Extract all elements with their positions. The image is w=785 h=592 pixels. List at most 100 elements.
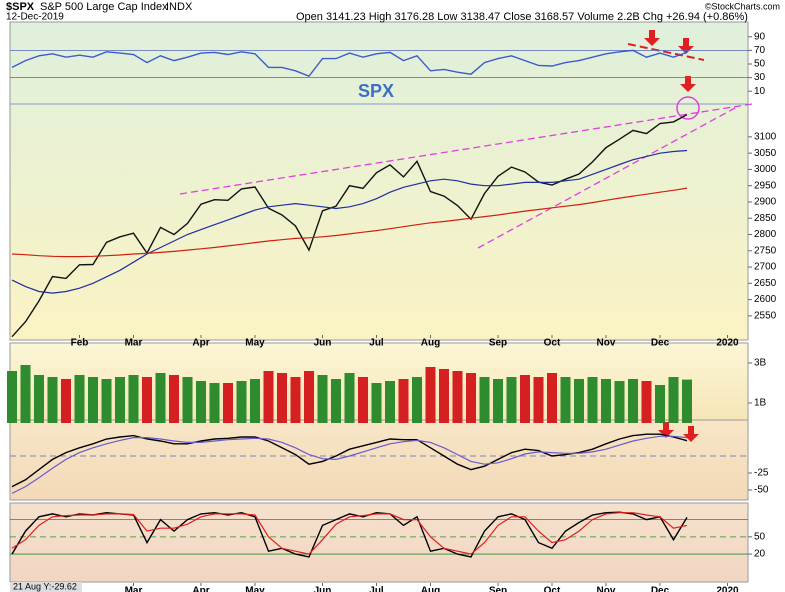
volume-bar [128,375,139,423]
volume-bar [560,377,571,423]
x-tick-label: May [245,338,265,349]
y-tick-label: 3050 [754,148,777,159]
trendline [179,103,753,195]
volume-bar [182,377,193,423]
y-tick-label: 70 [754,45,766,56]
highlight-circle [676,96,700,120]
y-tick-label: 1B [754,398,767,409]
volume-bar [34,375,44,423]
volume-bar [209,383,220,423]
volume-bar [601,379,611,423]
volume-bar [479,377,490,423]
x-tick-label: Dec [651,338,670,349]
volume-bar [533,377,544,423]
volume-bar [425,367,436,423]
y-tick-label: 2700 [754,262,777,273]
x-tick-label: Nov [597,586,616,592]
x-tick-label: Sep [489,338,507,349]
y-tick-label: 2950 [754,180,777,191]
x-tick-label: Sep [489,586,507,592]
y-tick-label: 30 [754,72,766,83]
volume-bar [439,369,449,423]
y-tick-label: 2800 [754,229,777,240]
volume-bar [101,379,112,423]
y-tick-label: 2750 [754,245,777,256]
x-tick-label: Apr [192,338,209,349]
series-line [11,187,688,258]
volume-bar [169,375,179,423]
volume-bar [358,377,368,423]
x-tick-label: Feb [71,338,89,349]
x-tick-label: 2020 [716,586,739,592]
name: S&P 500 Large Cap Index [40,1,168,13]
volume-bar [142,377,152,423]
y-tick-label: 20 [754,549,766,560]
y-tick-label: 50 [754,59,766,70]
volume-bar [452,371,463,423]
x-tick-label: Jul [369,338,384,349]
y-tick-label: 2850 [754,213,777,224]
volume-bar [466,373,476,423]
volume-bar [412,377,422,423]
exchange: INDX [166,1,193,13]
x-tick-label: Oct [544,586,561,592]
date: 12-Dec-2019 [6,12,64,23]
volume-bar [61,379,71,423]
volume-bar [304,371,314,423]
x-tick-label: May [245,586,265,592]
volume-bar [628,379,638,423]
y-tick-label: 3100 [754,132,777,143]
y-tick-label: 10 [754,86,766,97]
y-tick-label: 3B [754,358,767,369]
cursor-box [10,582,82,592]
y-tick-label: 50 [754,531,766,542]
x-tick-label: Jul [369,586,384,592]
symbol: $SPX [6,1,35,13]
y-tick-label: 2650 [754,278,777,289]
y-tick-label: 3000 [754,164,777,175]
stoch-panel [9,502,749,583]
y-tick-label: 2900 [754,197,777,208]
volume-bar [331,379,341,423]
series-line [11,149,688,294]
x-tick-label: Nov [597,338,616,349]
volume-bar [7,371,17,423]
volume-bar [317,375,328,423]
volume-bar [506,377,517,423]
annotations [179,30,753,442]
volume-bar [547,373,557,423]
volume-bar [236,381,247,423]
volume-bar [385,381,395,423]
series-line [11,113,688,338]
y-tick-label: -25 [754,468,769,479]
series-line [11,435,688,494]
x-tick-label: Mar [125,586,143,592]
series-line [11,49,688,78]
volume-bar [682,379,692,423]
quote: Open 3141.23 High 3176.28 Low 3138.47 Cl… [296,11,748,23]
volume-bar [574,379,584,423]
volume-bar [155,373,166,423]
volume-bar [196,381,206,423]
volume-bar [223,383,233,423]
y-tick-label: 2550 [754,311,777,322]
y-tick-label: -50 [754,485,769,496]
volume-bar [20,365,31,423]
volume-bar [614,381,625,423]
arrow [683,426,699,442]
macd-panel [9,419,749,501]
x-tick-label: Dec [651,586,670,592]
annotation: SPX [358,81,394,101]
volume-bar [344,373,355,423]
volume-bar [263,371,274,423]
volume-bar [47,377,58,423]
volume-bar [250,379,260,423]
volume-bar [290,377,301,423]
x-tick-label: Jun [314,338,332,349]
arrow [644,30,660,46]
series-line [11,512,688,555]
volume-bar [371,383,382,423]
x-tick-label: Jun [314,586,332,592]
y-tick-label: 2600 [754,294,777,305]
